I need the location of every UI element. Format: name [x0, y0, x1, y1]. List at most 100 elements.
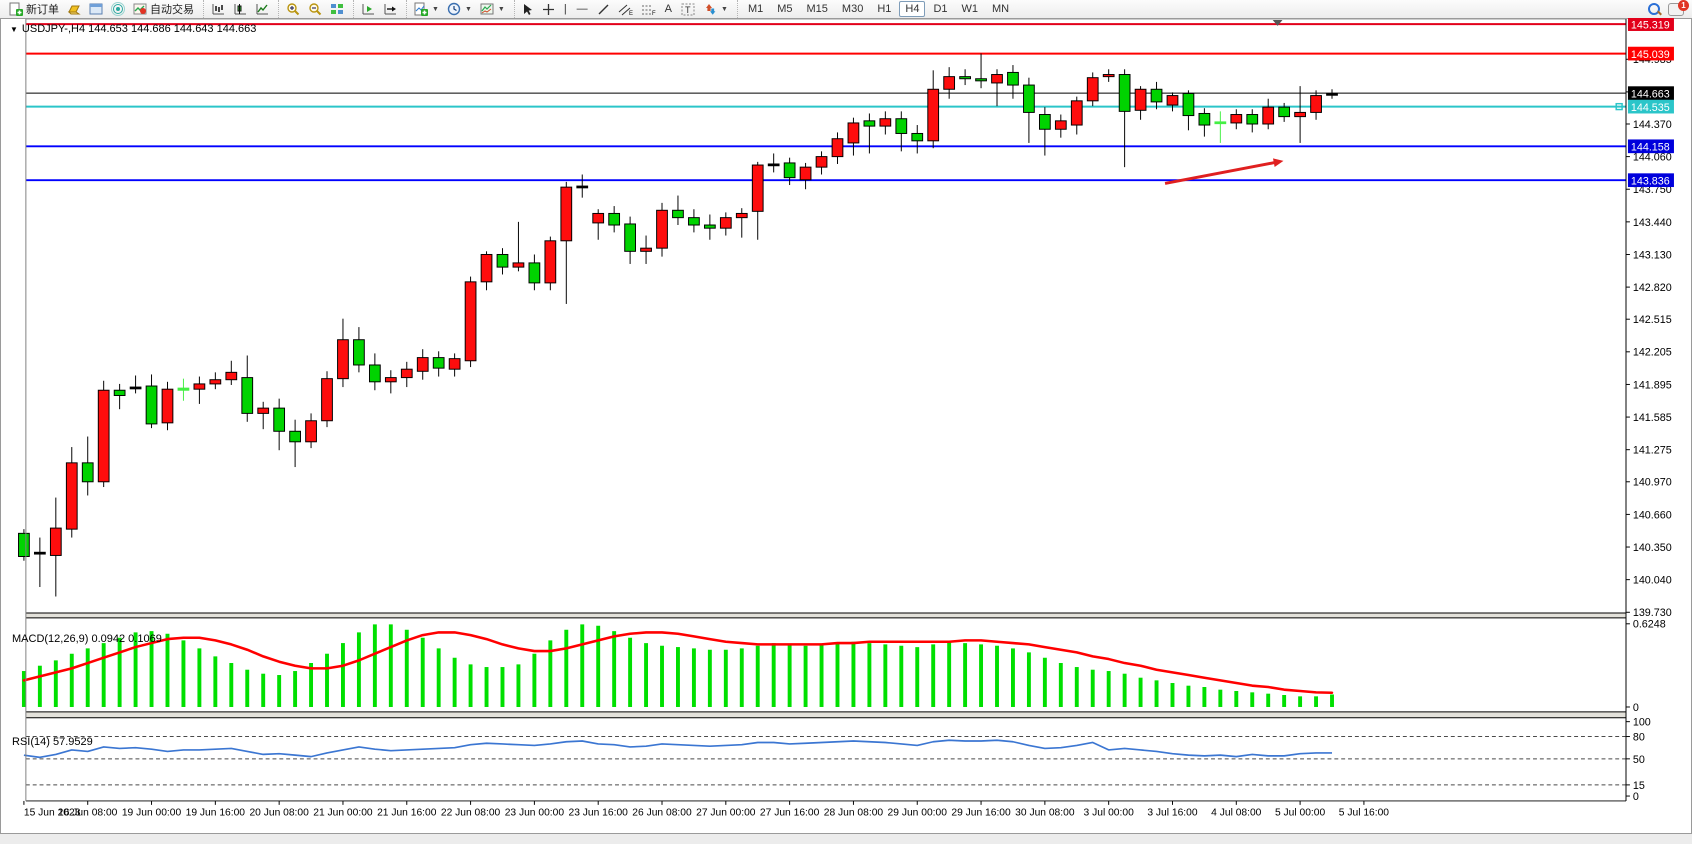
timeframe-h4-button[interactable]: H4: [899, 1, 926, 17]
timeframe-m5-button[interactable]: M5: [777, 3, 793, 15]
candle-body: [1134, 88, 1147, 111]
chart-shift-button[interactable]: [379, 0, 401, 18]
candle-body: [464, 281, 477, 362]
chart-shift-icon: [383, 2, 397, 16]
autotrading-button[interactable]: 自动交易: [129, 0, 198, 18]
crosshair-icon: [542, 3, 555, 16]
price-tick-label: 143.130: [1633, 249, 1672, 261]
timeframe-d1-button[interactable]: D1: [933, 3, 948, 15]
price-badge-label: 143.836: [1631, 176, 1670, 188]
horizontal-line-tool-button[interactable]: —: [572, 0, 593, 18]
text-tool-button[interactable]: A: [660, 0, 677, 18]
tile-windows-icon: [330, 2, 344, 16]
arrow-annotation[interactable]: [1164, 160, 1277, 185]
equidistant-channel-icon: E: [618, 3, 633, 16]
timeframe-m15-button[interactable]: M15: [806, 3, 828, 15]
zoom-group: [278, 0, 351, 18]
time-tick-label: 15 Jun 2023: [24, 808, 81, 819]
macd-indicator-label: MACD(12,26,9) 0.0942 0.1069: [12, 633, 162, 645]
line-chart-icon: [255, 2, 269, 16]
candle-body: [895, 118, 908, 134]
timeframe-mn-button[interactable]: MN: [992, 3, 1010, 15]
price-axis[interactable]: 144.985144.675144.370144.060143.750143.4…: [1626, 18, 1674, 619]
rsi-axis-label: 100: [1633, 717, 1651, 729]
timeframe-m30-button[interactable]: M30: [841, 3, 864, 15]
candle-body: [1054, 120, 1067, 130]
text-label-tool-button[interactable]: T: [677, 0, 699, 18]
candle-body: [767, 163, 780, 167]
chart-menu-icon[interactable]: ▼: [10, 25, 18, 34]
panel-splitter[interactable]: [25, 613, 1627, 618]
text-label-icon: T: [681, 3, 695, 16]
candle-body: [33, 551, 46, 555]
new-order-button[interactable]: 新订单: [5, 0, 63, 18]
candle-body: [943, 76, 956, 90]
candle-body: [496, 253, 509, 268]
periods-button[interactable]: ▼: [443, 0, 476, 18]
tile-windows-button[interactable]: [326, 0, 348, 18]
cursor-tool-button[interactable]: [518, 0, 538, 18]
horizontal-lines-layer: [25, 23, 1627, 182]
candle-body: [129, 386, 142, 390]
dropdown-caret: ▼: [497, 5, 505, 13]
vertical-line-tool-button[interactable]: |: [559, 0, 572, 18]
candlestick-chart-button[interactable]: [229, 0, 251, 18]
crosshair-tool-button[interactable]: [538, 0, 559, 18]
templates-button[interactable]: ▼: [476, 0, 509, 18]
panel-splitter[interactable]: [25, 711, 1627, 718]
time-tick-label: 27 Jun 16:00: [760, 808, 820, 819]
objects-group: ▼ ▼ ▼: [406, 0, 512, 18]
time-tick-label: 19 Jun 00:00: [122, 808, 182, 819]
line-chart-button[interactable]: [251, 0, 273, 18]
candle-body: [815, 156, 828, 168]
dropdown-caret: ▼: [721, 5, 728, 13]
market-watch-button[interactable]: [85, 0, 107, 18]
auto-scroll-button[interactable]: [357, 0, 379, 18]
history-center-button[interactable]: [63, 0, 85, 18]
candle-body: [783, 162, 796, 179]
chart-canvas[interactable]: 144.985144.675144.370144.060143.750143.4…: [0, 18, 1692, 844]
search-icon[interactable]: [1648, 3, 1662, 16]
candle-body: [1214, 121, 1227, 125]
signals-button[interactable]: [107, 0, 129, 18]
timeframe-w1-button[interactable]: W1: [961, 3, 979, 15]
candle-body: [831, 138, 844, 158]
timeframe-m1-button[interactable]: M1: [747, 3, 764, 15]
line-handle[interactable]: [1615, 102, 1623, 111]
zoom-out-button[interactable]: [304, 0, 326, 18]
candle-body: [353, 339, 365, 366]
trendline-tool-button[interactable]: [593, 0, 614, 18]
price-tick-label: 139.730: [1633, 607, 1672, 619]
candle-body: [368, 364, 381, 383]
price-badge-label: 144.663: [1631, 89, 1670, 101]
vertical-line-icon: |: [563, 3, 567, 15]
chart-shift-marker[interactable]: [1272, 19, 1283, 26]
candle-body: [81, 462, 94, 483]
candle-body: [703, 224, 716, 229]
fibonacci-tool-button[interactable]: F: [637, 0, 660, 18]
candle-body: [847, 122, 860, 144]
candle-body: [799, 166, 812, 181]
candle-body: [624, 223, 636, 252]
candle-body: [528, 262, 541, 284]
price-tick-label: 140.040: [1633, 575, 1672, 587]
bar-chart-button[interactable]: [207, 0, 229, 18]
time-tick-label: 28 Jun 08:00: [824, 808, 884, 819]
rsi-indicator-label: RSI(14) 57.9529: [12, 736, 93, 748]
auto-scroll-icon: [361, 2, 375, 16]
indicators-button[interactable]: ▼: [410, 0, 443, 18]
candle-body: [927, 88, 940, 142]
arrow-annotation-head[interactable]: [1272, 158, 1284, 168]
candle-body: [1023, 84, 1035, 113]
time-tick-label: 3 Jul 16:00: [1147, 808, 1198, 819]
channel-tool-button[interactable]: E: [614, 0, 637, 18]
time-tick-label: 26 Jun 08:00: [632, 808, 692, 819]
arrows-tool-button[interactable]: ▼: [699, 0, 732, 18]
zoom-in-button[interactable]: [282, 0, 304, 18]
notifications-icon[interactable]: 1: [1668, 0, 1689, 16]
time-tick-label: 23 Jun 16:00: [569, 808, 629, 819]
timeframe-h1-button[interactable]: H1: [877, 3, 892, 15]
candle-body: [991, 74, 1003, 84]
